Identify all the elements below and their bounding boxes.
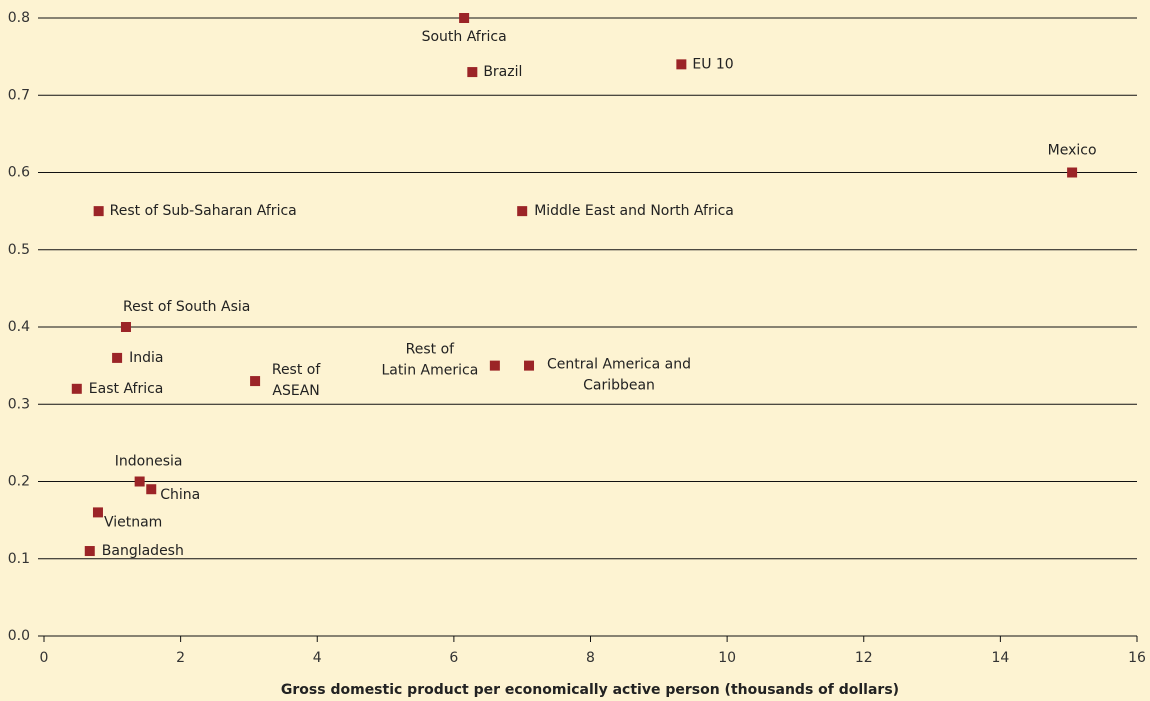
point [71,383,82,394]
point [134,476,145,487]
y-tick-label: 0.0 [8,628,30,644]
point [92,507,103,518]
y-tick-label: 0.6 [8,165,30,181]
point-label: South Africa [422,29,507,45]
point-label: Middle East and North Africa [534,203,734,219]
point [1067,167,1078,178]
point-label: Indonesia [115,454,183,470]
x-tick-label: 8 [586,650,595,666]
point [146,484,157,495]
point [517,206,528,217]
point-label: Central America and Caribbean [547,357,691,394]
point-label: EU 10 [692,56,733,72]
x-tick-label: 4 [313,650,322,666]
y-tick-label: 0.5 [8,242,30,258]
point-label: Rest of Sub-Saharan Africa [110,203,297,219]
point [120,322,131,332]
point [84,546,95,557]
point-label: China [160,487,200,503]
y-tick-label: 0.1 [8,551,30,567]
x-tick-label: 0 [40,650,49,666]
point-label: Rest of South Asia [123,299,250,315]
x-tick-label: 10 [718,650,736,666]
point [250,376,261,387]
y-tick-label: 0.4 [8,319,30,335]
point-label: Bangladesh [102,543,184,559]
y-tick-label: 0.3 [8,396,30,412]
point [93,206,104,217]
point-label: Vietnam [104,514,162,530]
point [676,59,687,70]
y-tick-label: 0.7 [8,87,30,103]
x-tick-label: 14 [991,650,1009,666]
y-tick-label: 0.8 [8,10,30,26]
x-tick-label: 12 [855,650,873,666]
point-label: India [129,350,163,366]
point-label: East Africa [89,381,164,397]
x-tick-label: 6 [449,650,458,666]
x-axis-label: Gross domestic product per economically … [281,682,899,698]
point [467,67,478,78]
point-label: Rest of ASEAN [272,362,322,399]
point [112,352,123,363]
point-label: Mexico [1048,143,1097,159]
point-label: Rest of Latin America [381,342,478,379]
y-tick-label: 0.2 [8,474,30,490]
point [524,360,535,371]
x-tick-label: 2 [176,650,185,666]
point [459,13,470,23]
point [489,360,500,371]
x-tick-label: 16 [1128,650,1146,666]
point-label: Brazil [483,64,522,80]
